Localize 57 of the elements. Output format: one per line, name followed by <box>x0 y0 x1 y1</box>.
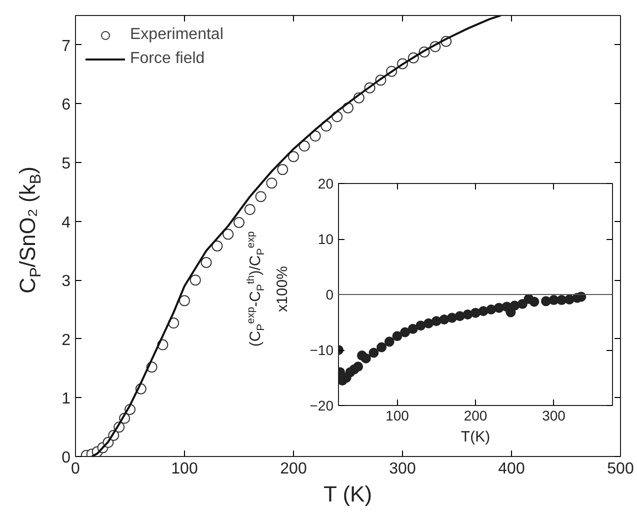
y-tick-label: 0 <box>62 450 71 466</box>
y-tick-label: 7 <box>62 38 71 55</box>
x-tick-label: 100 <box>386 408 410 424</box>
point <box>360 353 371 364</box>
y-tick-label: 1 <box>62 390 71 408</box>
y-tick-label: 4 <box>62 214 71 232</box>
y-tick-label: 10 <box>318 231 334 247</box>
x-axis-title: T (K) <box>324 482 372 506</box>
point <box>298 140 310 152</box>
point <box>400 327 410 338</box>
point <box>517 298 528 309</box>
y-tick-label: 2 <box>62 332 71 349</box>
point <box>212 240 223 252</box>
y-tick-label: 3 <box>62 273 71 290</box>
point <box>462 309 473 320</box>
point <box>529 296 540 307</box>
point <box>424 318 434 328</box>
point <box>353 362 364 372</box>
point <box>288 151 299 162</box>
point <box>470 308 480 318</box>
legend-label: Experimental <box>130 26 224 44</box>
x-tick-label: 200 <box>280 460 307 478</box>
point <box>376 342 387 352</box>
x-tick-label: 400 <box>498 460 525 478</box>
point <box>310 130 321 142</box>
point <box>416 320 426 331</box>
point <box>368 348 379 358</box>
point <box>234 216 244 228</box>
point <box>478 306 488 316</box>
point <box>255 191 266 202</box>
y-tick-label: 5 <box>62 156 71 172</box>
point <box>266 178 278 189</box>
y-tick-label: 6 <box>62 96 71 114</box>
y-tick-label: −20 <box>310 398 334 414</box>
point <box>190 274 201 286</box>
point <box>222 228 234 240</box>
y-tick-label: 0 <box>326 286 334 302</box>
x-tick-label: 300 <box>542 408 566 424</box>
y-tick-label: 20 <box>318 176 334 192</box>
y-tick-label: −10 <box>310 342 334 358</box>
point <box>277 164 288 176</box>
x-axis-title: T(K) <box>460 428 490 446</box>
legend-label: Force field <box>130 50 205 68</box>
point <box>179 295 190 306</box>
point <box>384 336 394 347</box>
x-tick-label: 100 <box>171 460 198 478</box>
x-tick-label: 500 <box>607 460 634 478</box>
x-tick-label: 300 <box>389 460 416 478</box>
point <box>431 316 442 326</box>
point <box>439 314 450 324</box>
point <box>447 312 458 323</box>
point <box>244 204 256 216</box>
point <box>200 256 212 268</box>
point <box>408 324 418 334</box>
point <box>454 311 465 322</box>
x-tick-label: 200 <box>464 408 488 424</box>
point <box>392 331 402 342</box>
